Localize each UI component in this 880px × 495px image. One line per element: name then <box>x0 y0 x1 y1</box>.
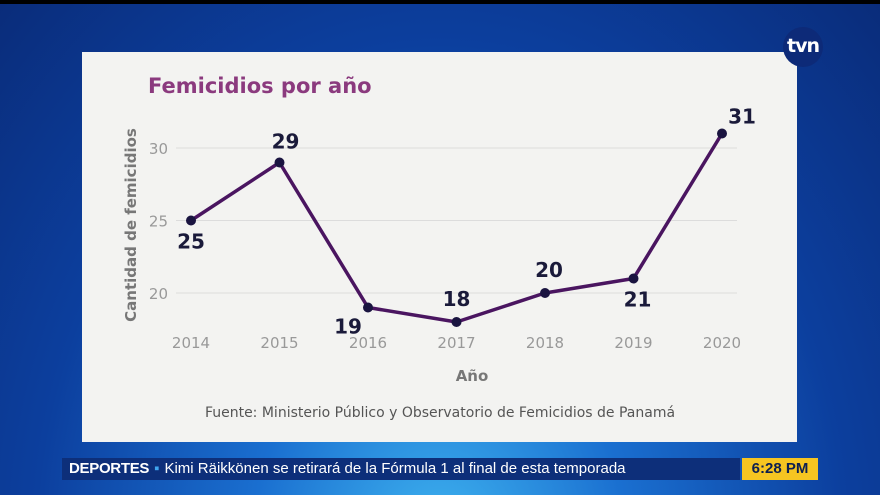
data-label: 19 <box>334 315 362 339</box>
data-point <box>274 157 285 168</box>
data-label: 20 <box>535 258 563 282</box>
data-point <box>186 215 196 226</box>
chart-card <box>82 52 797 442</box>
data-label: 25 <box>177 230 205 254</box>
top-border <box>0 0 880 4</box>
clock: 6:28 PM <box>742 458 818 480</box>
data-label: 21 <box>624 288 652 312</box>
y-tick-label: 30 <box>149 140 168 158</box>
ticker-separator: ▪ <box>154 460 160 477</box>
data-point <box>540 288 550 298</box>
tvn-logo: tvn <box>783 27 823 67</box>
ticker-headline: Kimi Räikkönen se retirará de la Fórmula… <box>164 460 626 477</box>
x-tick-label: 2015 <box>260 334 298 352</box>
x-tick-label: 2018 <box>526 334 564 352</box>
data-point <box>451 317 462 327</box>
ticker-section: DEPORTES <box>69 460 150 477</box>
y-tick-label: 25 <box>149 213 168 231</box>
data-label: 29 <box>272 130 300 154</box>
x-tick-label: 2020 <box>703 334 741 352</box>
x-axis-label: Año <box>456 367 489 385</box>
data-label: 18 <box>443 287 471 311</box>
chart-source: Fuente: Ministerio Público y Observatori… <box>204 405 676 421</box>
x-tick-label: 2014 <box>172 334 210 352</box>
data-point <box>363 302 373 313</box>
x-tick-label: 2019 <box>614 334 652 352</box>
data-point <box>628 273 639 284</box>
data-label: 31 <box>728 105 756 129</box>
y-axis-label: Cantidad de femicidios <box>122 128 140 322</box>
x-tick-label: 2016 <box>349 334 387 352</box>
data-point <box>717 128 727 139</box>
news-ticker: DEPORTES ▪ Kimi Räikkönen se retirará de l… <box>62 458 740 480</box>
y-tick-label: 20 <box>149 285 168 303</box>
x-tick-label: 2017 <box>437 334 475 352</box>
chart-title: Femicidios por año <box>148 74 372 98</box>
